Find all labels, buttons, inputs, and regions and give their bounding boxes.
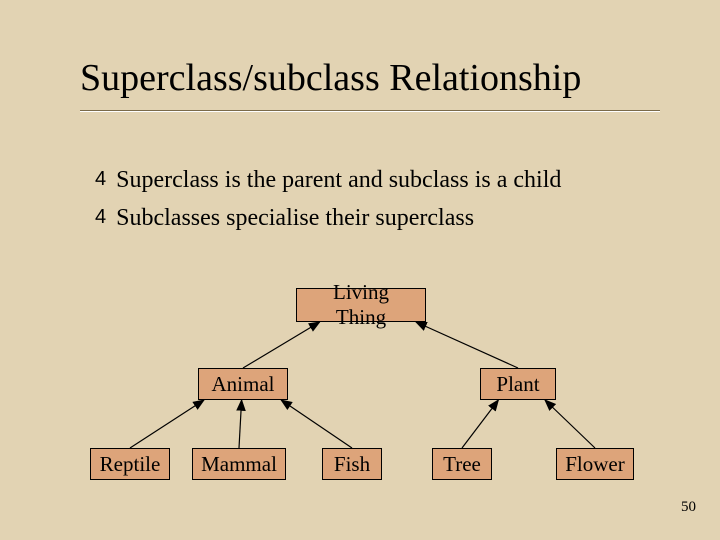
tree-node-living: Living Thing xyxy=(296,288,426,322)
title-underline xyxy=(80,110,660,112)
tree-node-flower: Flower xyxy=(556,448,634,480)
page-number: 50 xyxy=(681,499,696,516)
bullet-text: Subclasses specialise their superclass xyxy=(116,203,474,233)
slide: Superclass/subclass Relationship 4 Super… xyxy=(0,0,720,540)
bullet-text: Superclass is the parent and subclass is… xyxy=(116,165,561,195)
tree-node-mammal: Mammal xyxy=(192,448,286,480)
bullet-item: 4 Superclass is the parent and subclass … xyxy=(95,165,655,195)
tree-node-animal: Animal xyxy=(198,368,288,400)
tree-node-fish: Fish xyxy=(322,448,382,480)
bullet-list: 4 Superclass is the parent and subclass … xyxy=(95,165,655,241)
bullet-marker: 4 xyxy=(95,165,106,193)
tree-node-tree: Tree xyxy=(432,448,492,480)
bullet-marker: 4 xyxy=(95,203,106,231)
tree-node-reptile: Reptile xyxy=(90,448,170,480)
bullet-item: 4 Subclasses specialise their superclass xyxy=(95,203,655,233)
slide-title: Superclass/subclass Relationship xyxy=(80,56,581,100)
tree-node-plant: Plant xyxy=(480,368,556,400)
